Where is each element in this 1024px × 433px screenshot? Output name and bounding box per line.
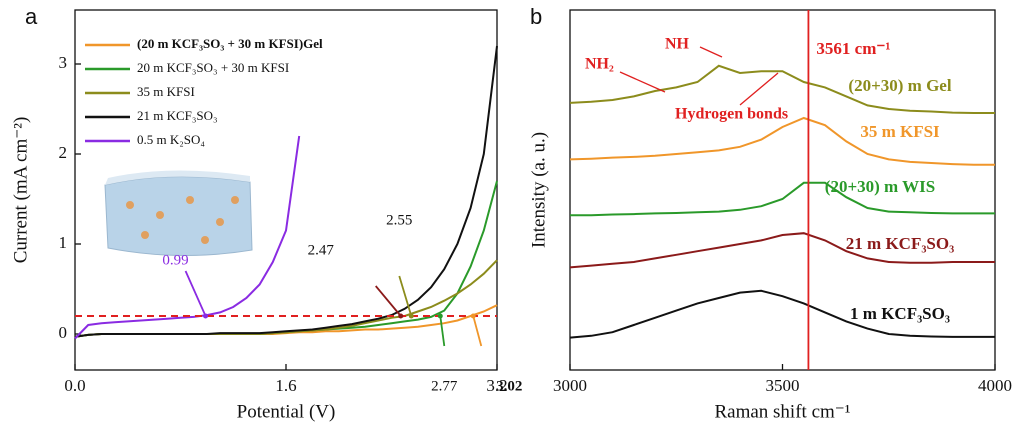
x-tick-label: 3500	[766, 376, 800, 395]
legend-label: 20 m KCF₃SO₃ + 30 m KFSI	[137, 60, 289, 75]
marker-arrow	[184, 270, 207, 317]
annotation-pointer	[739, 72, 779, 106]
x-axis-label: Potential (V)	[237, 401, 336, 422]
panel-b-letter: b	[530, 4, 542, 29]
annotation-pointer	[619, 71, 666, 93]
annotation: NH₂	[585, 56, 614, 73]
series-line	[569, 116, 995, 166]
marker-head	[398, 313, 404, 319]
x-tick-label: 1.6	[275, 376, 296, 395]
legend-label: 0.5 m K₂SO₄	[137, 132, 205, 147]
y-axis-label: Current (mA cm⁻²)	[10, 117, 31, 264]
marker-label: 2.47	[308, 242, 335, 258]
marker-label: 0.99	[162, 252, 188, 268]
panel-a-letter: a	[25, 4, 38, 29]
marker-arrow	[472, 315, 483, 347]
x-axis-label: Raman shift cm⁻¹	[714, 401, 850, 422]
marker-arrow	[375, 285, 402, 317]
marker-arrow	[439, 315, 446, 347]
series-line	[569, 232, 995, 269]
annotation-pointer	[699, 46, 723, 58]
legend-label: (20 m KCF₃SO₃ + 30 m KFSI)Gel	[137, 36, 323, 51]
series-line	[74, 45, 498, 338]
x-tick-label: 3000	[553, 376, 587, 395]
marker-head	[203, 313, 209, 319]
y-tick-label: 0	[59, 323, 68, 342]
legend-label: 21 m KCF₃SO₃	[137, 108, 218, 123]
legend-label: 35 m KFSI	[137, 84, 195, 99]
y-tick-label: 1	[59, 233, 68, 252]
x-tick-label: 3.2	[486, 376, 507, 395]
marker-label: 3.02	[496, 378, 522, 394]
series-line	[569, 289, 995, 339]
marker-arrow	[398, 275, 413, 317]
series-label: 35 m KFSI	[860, 122, 940, 141]
reference-label: 3561 cm⁻¹	[816, 39, 890, 58]
series-line	[570, 181, 995, 217]
marker-label: 2.77	[431, 378, 458, 394]
series-label: (20+30) m WIS	[825, 177, 935, 196]
marker-head	[437, 313, 443, 319]
marker-head	[408, 313, 414, 319]
y-axis-label: Intensity (a. u.)	[528, 132, 549, 248]
series-label: 1 m KCF₃SO₃	[850, 304, 950, 323]
series-label: (20+30) m Gel	[848, 76, 951, 95]
series-label: 21 m KCF₃SO₃	[846, 234, 954, 253]
y-tick-label: 2	[59, 143, 68, 162]
x-tick-label: 4000	[978, 376, 1012, 395]
annotation: NH	[665, 36, 690, 53]
series-line	[569, 64, 995, 114]
y-tick-label: 3	[59, 53, 68, 72]
x-tick-label: 0.0	[64, 376, 85, 395]
inset-illustration	[104, 170, 253, 257]
annotation: Hydrogen bonds	[675, 106, 788, 123]
series-line	[74, 135, 301, 340]
marker-head	[470, 313, 476, 319]
marker-label: 2.55	[386, 212, 412, 228]
